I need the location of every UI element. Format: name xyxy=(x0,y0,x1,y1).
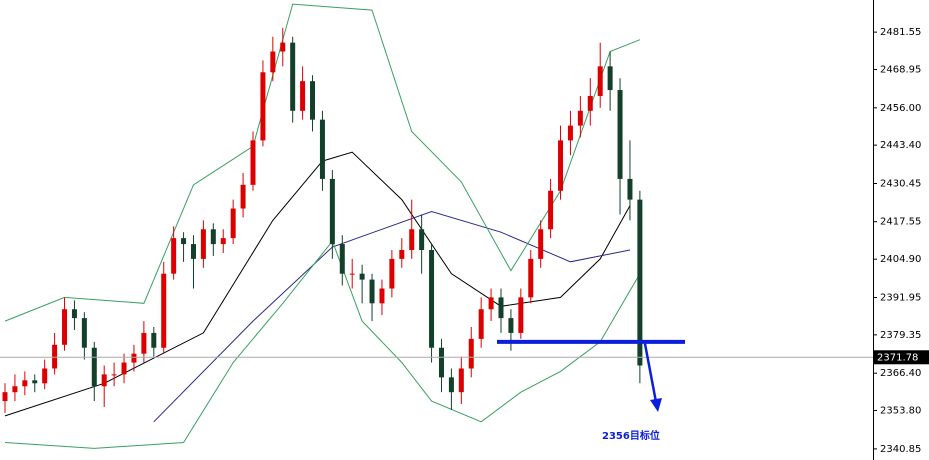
candle-body xyxy=(558,140,564,191)
annotation: 2356目标位 xyxy=(602,429,660,442)
candle-body xyxy=(359,273,365,280)
candle-body xyxy=(369,279,375,304)
candle-body xyxy=(200,229,206,259)
candle-body xyxy=(181,238,187,245)
candle-body xyxy=(458,368,464,393)
candle-body xyxy=(617,90,623,179)
y-tick-label: 2481.55 xyxy=(880,27,921,38)
candle-body xyxy=(121,362,127,375)
candle-body xyxy=(438,347,444,378)
candle-body xyxy=(151,332,157,348)
candle-body xyxy=(52,344,58,369)
candle-body xyxy=(597,66,603,96)
candle-body xyxy=(429,249,435,348)
candle-body xyxy=(190,244,196,259)
y-tick-label: 2366.40 xyxy=(880,368,921,379)
candle-body xyxy=(577,110,583,126)
candle-body xyxy=(548,190,554,230)
indicator-line xyxy=(4,240,641,449)
y-tick-label: 2443.40 xyxy=(880,140,921,151)
candle-body xyxy=(329,178,335,245)
candle-body xyxy=(538,229,544,259)
y-tick-label: 2391.95 xyxy=(880,293,921,304)
candle-body xyxy=(349,273,355,275)
y-tick-label: 2340.85 xyxy=(880,444,921,455)
candle-body xyxy=(399,249,405,259)
candle-body xyxy=(62,309,68,345)
candle-body xyxy=(419,229,425,250)
candle-body xyxy=(171,238,177,274)
candle-body xyxy=(448,377,454,393)
price-box xyxy=(874,350,929,365)
candle-body xyxy=(627,178,633,200)
y-tick-label: 2379.35 xyxy=(880,330,921,341)
candle-body xyxy=(498,297,504,319)
candle-body xyxy=(319,119,325,179)
candle-body xyxy=(32,380,38,384)
candle-body xyxy=(310,81,316,120)
candle-body xyxy=(518,297,524,333)
y-tick-label: 2456.00 xyxy=(880,103,921,114)
candle-body xyxy=(2,392,8,402)
candle-body xyxy=(508,318,514,333)
candle-body xyxy=(637,199,643,366)
candle-body xyxy=(81,318,87,348)
candle-body xyxy=(528,258,534,298)
candle-body xyxy=(468,338,474,369)
candle-body xyxy=(290,42,296,111)
arrow-head xyxy=(650,398,662,412)
candle-body xyxy=(101,374,107,387)
candle-body xyxy=(111,374,117,376)
candle-body xyxy=(270,51,276,73)
arrow-shaft xyxy=(643,343,658,403)
candle-body xyxy=(42,368,48,384)
candle-body xyxy=(22,380,28,387)
candle-body xyxy=(567,125,573,141)
y-tick-label: 2417.55 xyxy=(880,217,921,228)
y-tick-label: 2404.90 xyxy=(880,254,921,265)
indicator-line xyxy=(4,151,631,417)
candle-body xyxy=(141,332,147,354)
candle-body xyxy=(280,42,286,52)
candle-body xyxy=(220,238,226,245)
price-label: 2371.78 xyxy=(877,352,918,363)
candle-body xyxy=(339,244,345,274)
candle-body xyxy=(607,66,613,91)
candle-body xyxy=(250,140,256,185)
candle-body xyxy=(71,309,77,319)
candle-body xyxy=(12,386,18,393)
y-tick-label: 2353.80 xyxy=(880,406,921,417)
y-tick-label: 2430.45 xyxy=(880,178,921,189)
candle-body xyxy=(379,288,385,304)
candle-body xyxy=(131,353,137,363)
indicator-line xyxy=(153,210,631,423)
candle-body xyxy=(488,297,494,310)
candle-body xyxy=(210,229,216,245)
candle-body xyxy=(300,81,306,111)
candle-body xyxy=(389,258,395,289)
y-tick-label: 2468.95 xyxy=(880,64,921,75)
candle-body xyxy=(587,95,593,111)
candle-body xyxy=(91,347,97,387)
candle-body xyxy=(240,184,246,209)
candle-body xyxy=(161,273,167,348)
candle-body xyxy=(409,229,415,250)
candle-body xyxy=(478,309,484,339)
candle-body xyxy=(260,72,266,141)
candle-body xyxy=(230,208,236,239)
